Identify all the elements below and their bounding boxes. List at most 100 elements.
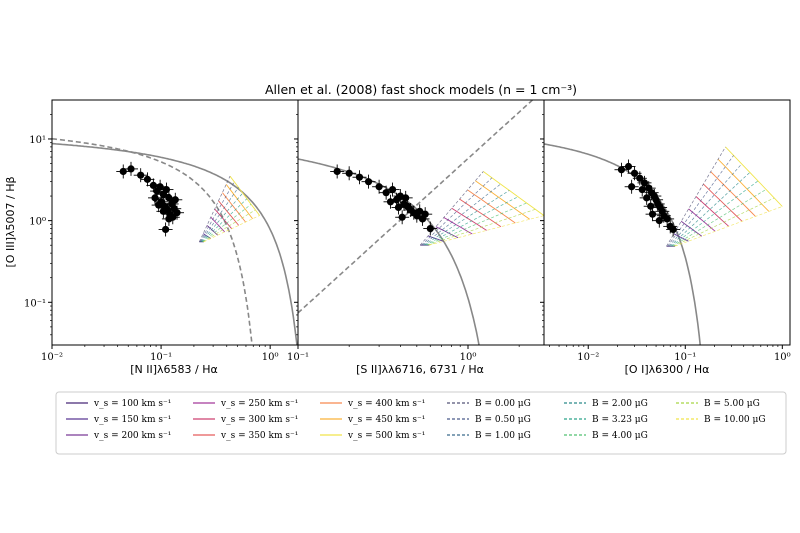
data-point: [171, 196, 179, 204]
data-point: [127, 165, 135, 173]
data-point: [162, 185, 171, 194]
model-line-velocity: [717, 158, 770, 212]
x-tick-label: 10⁰: [262, 352, 279, 363]
x-tick-label: 10⁻²: [41, 352, 63, 363]
model-line-field: [199, 181, 235, 242]
legend-label: v_s = 450 km s⁻¹: [347, 415, 425, 425]
model-line-field: [427, 208, 536, 246]
demarcation-line: [298, 100, 534, 314]
demarcation-line: [544, 143, 702, 345]
data-point: [364, 178, 373, 186]
axes-frame: [543, 99, 791, 346]
data-point: [333, 167, 341, 176]
data-point: [375, 183, 383, 191]
legend-label: v_s = 350 km s⁻¹: [220, 431, 298, 441]
legend-label: B = 3.23 μG: [592, 415, 648, 425]
y-tick-label: 10⁻¹: [24, 298, 46, 309]
data-point: [617, 166, 626, 174]
data-point: [663, 215, 671, 223]
model-line-velocity: [210, 216, 226, 233]
model-line-field: [200, 192, 243, 243]
data-point: [382, 189, 390, 197]
model-line-field: [203, 215, 260, 243]
data-point: [143, 175, 152, 183]
model-line-field: [425, 196, 519, 246]
data-point: [418, 215, 427, 223]
x-tick-label: 10⁻¹: [674, 352, 696, 363]
legend-label: B = 0.50 μG: [475, 415, 531, 425]
model-line-velocity: [435, 226, 459, 239]
model-line-velocity: [214, 208, 233, 229]
data-point: [416, 207, 424, 215]
legend-label: v_s = 400 km s⁻¹: [347, 399, 425, 409]
data-point: [640, 179, 649, 187]
legend-label: B = 10.00 μG: [704, 415, 766, 425]
model-line-field: [202, 209, 256, 243]
plot-area: [544, 143, 783, 345]
data-point: [161, 225, 170, 234]
legend-label: v_s = 500 km s⁻¹: [347, 431, 425, 441]
data-point: [386, 198, 395, 206]
model-line-velocity: [725, 146, 783, 207]
panel-oi: 10⁻² 10⁻¹ 10⁰: [540, 99, 791, 363]
data-point: [628, 183, 636, 191]
data-point: [643, 194, 651, 202]
model-line-field: [672, 189, 767, 247]
model-line-field: [667, 155, 734, 247]
model-line-field: [666, 146, 726, 247]
model-line-field: [202, 204, 252, 243]
x-tick-label: 10⁻²: [577, 352, 599, 363]
data-point: [398, 213, 406, 221]
data-point: [388, 185, 397, 194]
model-line-velocity: [688, 208, 716, 232]
model-line-velocity: [459, 198, 502, 228]
demarcation-line: [52, 142, 298, 345]
legend-label: B = 1.00 μG: [475, 431, 531, 441]
data-point: [655, 217, 663, 225]
legend-label: v_s = 200 km s⁻¹: [93, 431, 171, 441]
panel-sii: 10⁻¹ 10⁰: [287, 99, 545, 363]
axes-frame: [51, 99, 299, 346]
model-line-velocity: [680, 220, 703, 237]
legend-label: B = 2.00 μG: [592, 399, 648, 409]
legend-label: B = 0.00 μG: [475, 399, 531, 409]
model-line-field: [426, 202, 527, 246]
data-point: [119, 167, 127, 176]
data-point: [151, 194, 159, 202]
model-line-velocity: [483, 171, 544, 216]
model-line-velocity: [443, 217, 473, 235]
plot-area: [298, 100, 544, 345]
data-point: [155, 201, 163, 209]
model-line-velocity: [703, 183, 743, 222]
plot-area: [52, 138, 298, 345]
data-point: [149, 181, 157, 190]
y-tick-label: 10¹: [29, 135, 46, 146]
model-line-field: [669, 172, 751, 247]
model-line-field: [421, 177, 493, 246]
model-line-field: [668, 163, 742, 247]
model-line-velocity: [225, 184, 253, 220]
data-point: [165, 215, 173, 223]
data-point: [647, 202, 655, 210]
x-axis-label-sii: [S II]λλ6716, 6731 / Hα: [356, 363, 484, 376]
model-line-field: [423, 190, 510, 246]
data-point: [426, 224, 434, 233]
x-tick-label: 10⁻¹: [150, 352, 172, 363]
model-line-velocity: [695, 196, 729, 227]
data-point: [648, 210, 657, 218]
legend-label: v_s = 100 km s⁻¹: [93, 399, 171, 409]
panel-nii: 10⁻² 10⁻¹ 10⁰ 10¹ 10⁰ 10⁻¹: [24, 99, 299, 363]
legend-label: B = 5.00 μG: [704, 399, 760, 409]
data-point: [669, 225, 677, 234]
model-line-velocity: [673, 233, 689, 242]
data-point: [159, 207, 167, 215]
data-point: [173, 209, 181, 217]
chart-title: Allen et al. (2008) fast shock models (n…: [265, 82, 577, 97]
axes-frame: [297, 99, 545, 346]
data-point: [636, 174, 644, 182]
model-line-field: [674, 206, 783, 247]
model-line-field: [422, 183, 501, 246]
x-tick-label: 10⁰: [774, 352, 791, 363]
data-point: [345, 169, 353, 177]
